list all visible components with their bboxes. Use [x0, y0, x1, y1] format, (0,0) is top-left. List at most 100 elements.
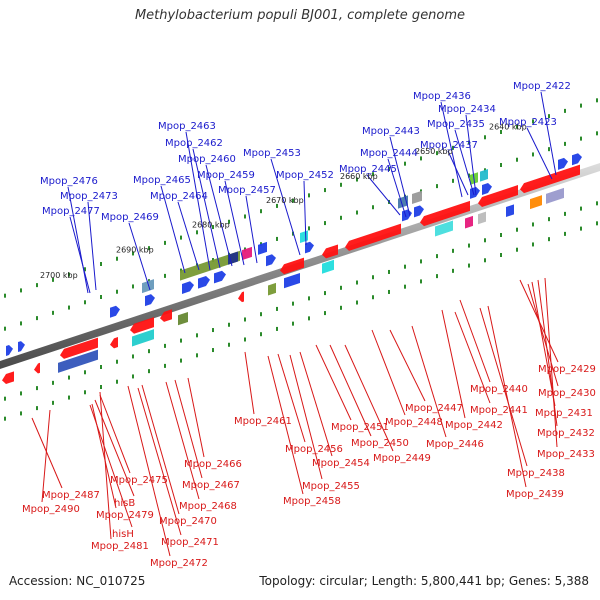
bottom-leader-line [127, 385, 171, 557]
bottom-gene-label: Mpop_2450 [351, 438, 409, 449]
top-gene-label: Mpop_2445 [339, 164, 397, 175]
tick-label: 2660 kbp [340, 172, 378, 181]
top-gene-label: Mpop_2444 [360, 148, 418, 159]
tick-label: 2700 kbp [40, 271, 78, 280]
bottom-gene-label: Mpop_2448 [385, 417, 443, 428]
ruler-dot [116, 256, 118, 261]
ruler-dot [404, 161, 406, 166]
ruler-dot [564, 231, 566, 236]
ruler-dot [468, 173, 470, 178]
bottom-leader-line [277, 353, 306, 443]
ruler-dot [548, 114, 550, 119]
ruler-dot [388, 289, 390, 294]
ruler-dot [436, 274, 438, 279]
top-gene-label: Mpop_2465 [133, 175, 191, 186]
top-gene-label: Mpop_2476 [40, 176, 98, 187]
ruler-dot [84, 267, 86, 272]
bottom-leader-line [174, 379, 203, 479]
bottom-leader-line [487, 305, 527, 488]
gene-arrow [198, 276, 210, 289]
top-gene-label: Mpop_2462 [165, 138, 223, 149]
ruler-dot [564, 108, 566, 113]
ruler-dot [100, 295, 102, 299]
bottom-gene-label: Mpop_2481 [91, 541, 149, 552]
ruler-dot [84, 370, 86, 375]
gene-arrow [160, 309, 172, 322]
ruler-dot [388, 269, 390, 274]
bottom-leader-line [165, 381, 200, 500]
top-gene-label: Mpop_2453 [243, 148, 301, 159]
ruler-dot [516, 227, 518, 232]
gene-arrow [6, 345, 13, 357]
gene-arrow [520, 164, 580, 194]
bottom-leader-line [141, 384, 180, 515]
ruler-dot [436, 254, 438, 259]
gene-arrow [305, 241, 314, 254]
bottom-leader-line [411, 325, 447, 438]
gene-block [132, 329, 154, 347]
top-gene-label: Mpop_2473 [60, 191, 118, 202]
ruler-dot [292, 198, 294, 203]
bottom-gene-label: Mpop_2487 [42, 490, 100, 501]
top-gene-label: Mpop_2452 [276, 170, 334, 181]
bottom-leader-line [187, 377, 205, 458]
top-leader-line [389, 136, 411, 217]
bottom-gene-label: Mpop_2438 [507, 468, 565, 479]
ruler-dot [372, 172, 374, 177]
bottom-gene-label: Mpop_2467 [182, 480, 240, 491]
ruler-dot [596, 98, 598, 103]
ruler-dot [68, 272, 70, 277]
top-gene-label: Mpop_2437 [420, 140, 478, 151]
gene-block [435, 220, 453, 237]
ruler-dot [4, 416, 6, 421]
bottom-leader-line [389, 329, 426, 402]
gene-arrow [420, 200, 470, 227]
top-leader-line [192, 148, 221, 269]
ruler-dot [260, 312, 262, 317]
ruler-dot [212, 225, 214, 230]
ruler-dot [116, 379, 118, 384]
bottom-leader-line [459, 299, 491, 383]
ruler-dot [52, 380, 54, 385]
ruler-dot [356, 300, 358, 305]
gene-block [478, 211, 486, 225]
ruler-dot [420, 156, 422, 161]
genome-title: Methylobacterium populi BJ001, complete … [134, 8, 466, 23]
ruler-dot [324, 188, 326, 193]
ruler-dot [132, 251, 134, 256]
gene-arrow [130, 317, 154, 334]
ruler-dot [84, 300, 86, 305]
gene-block [58, 349, 98, 373]
ruler-dot [4, 396, 6, 401]
ruler-dot [244, 337, 246, 342]
ruler-dot [308, 226, 310, 231]
ruler-dot [228, 322, 230, 327]
topology-text: Topology: circular; Length: 5,800,441 bp… [259, 574, 589, 588]
ruler-dot [196, 230, 198, 235]
bottom-leader-line [544, 277, 558, 448]
ruler-dot [68, 305, 70, 310]
bottom-gene-label: Mpop_2447 [405, 403, 463, 414]
top-leader-line [69, 216, 91, 294]
gene-arrow [402, 209, 412, 222]
gene-block [242, 246, 252, 261]
ruler-dot [516, 247, 518, 252]
gene-arrow [110, 305, 120, 318]
ruler-dot [436, 151, 438, 156]
top-leader-line [447, 150, 469, 196]
gene-arrow [18, 341, 25, 353]
gene-arrow [2, 371, 14, 385]
bottom-gene-label: Mpop_2439 [506, 489, 564, 500]
ruler-dot [324, 291, 326, 296]
top-gene-label: Mpop_2436 [413, 91, 471, 102]
ruler-dot [484, 258, 486, 263]
ruler-dot [548, 237, 550, 242]
gene-arrow [145, 294, 155, 307]
ruler-dot [132, 354, 134, 359]
bottom-leader-line [137, 387, 182, 536]
top-gene-label: Mpop_2463 [158, 121, 216, 132]
bottom-gene-label: hisH [112, 529, 134, 540]
ruler-dot [148, 246, 150, 251]
gene-arrow [34, 362, 40, 374]
ruler-dot [164, 363, 166, 368]
